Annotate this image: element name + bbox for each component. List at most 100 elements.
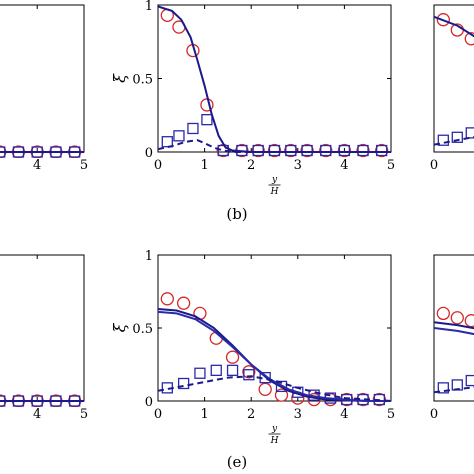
- x-axis-label-numerator: y: [271, 175, 278, 185]
- data-point-square: [437, 134, 449, 146]
- plot-frame: [157, 254, 392, 402]
- x-tick-label: 5: [387, 407, 395, 422]
- series-line-3: [434, 136, 474, 146]
- data-point-square: [194, 367, 206, 379]
- panel-c: 0: [430, 4, 474, 173]
- data-point-circle: [436, 306, 450, 321]
- data-point-circle: [319, 143, 333, 158]
- data-point-square: [465, 374, 474, 387]
- x-tick-label: 1: [200, 158, 208, 173]
- data-point-circle: [356, 143, 370, 158]
- data-point-circle: [242, 365, 256, 379]
- y-tick-label: 0: [145, 146, 153, 161]
- data-point-circle: [284, 143, 298, 158]
- x-tick-label: 5: [80, 407, 88, 422]
- panel-f: 0: [430, 254, 474, 422]
- data-point-square: [243, 369, 255, 381]
- x-tick-label: 4: [33, 158, 41, 173]
- data-point-circle: [160, 292, 174, 306]
- data-point-square: [226, 364, 239, 376]
- plot-frame: [433, 4, 474, 153]
- data-point-circle: [300, 143, 314, 158]
- series-line-2: [434, 15, 474, 38]
- x-tick-label: 2: [247, 158, 255, 173]
- data-point-circle: [372, 392, 387, 407]
- panel-d: 345: [0, 254, 88, 422]
- series-line-2: [158, 308, 391, 402]
- data-point-square: [161, 136, 173, 148]
- x-tick-label: 3: [294, 158, 302, 173]
- x-tick-label: 2: [247, 407, 255, 422]
- series-line-3: [158, 139, 391, 153]
- plot-frame: [0, 254, 85, 402]
- data-layer: [158, 5, 391, 158]
- data-point-square: [187, 122, 199, 135]
- panel-a: 345: [0, 4, 88, 173]
- data-point-circle: [274, 388, 289, 402]
- data-point-square: [301, 144, 313, 157]
- x-tick-label: 4: [33, 407, 41, 422]
- data-point-square: [252, 144, 264, 157]
- data-point-square: [437, 382, 449, 394]
- series-line-3: [434, 327, 474, 336]
- x-tick-label: 5: [387, 158, 395, 173]
- plot-frame: [0, 4, 85, 153]
- series-line-4: [434, 386, 474, 394]
- data-point-circle: [337, 143, 352, 158]
- x-tick-label: 4: [340, 158, 348, 173]
- x-tick-label: 0: [154, 407, 162, 422]
- data-point-circle: [225, 350, 240, 364]
- plot-frame: [157, 4, 392, 153]
- series-line-3: [158, 310, 391, 402]
- data-point-circle: [267, 143, 282, 158]
- y-tick-label: 0.5: [132, 73, 153, 88]
- data-point-circle: [258, 382, 272, 396]
- data-point-circle: [436, 13, 450, 27]
- data-point-square: [320, 144, 332, 157]
- x-axis-label-denominator: H: [270, 187, 279, 197]
- y-axis-label: ξ: [110, 73, 129, 83]
- x-tick-label: 5: [80, 158, 88, 173]
- x-tick-label: 0: [430, 158, 438, 173]
- panel-label: (b): [226, 205, 247, 223]
- y-tick-label: 1: [145, 0, 153, 14]
- data-point-square: [465, 127, 474, 139]
- data-point-square: [177, 377, 190, 390]
- data-point-square: [268, 144, 281, 157]
- data-point-square: [275, 380, 288, 393]
- y-axis-label: ξ: [110, 322, 129, 332]
- panel-e: 0 1 2 3 4 5 0 0.5 1 ξ yH (e): [110, 249, 395, 471]
- x-tick-label: 3: [294, 407, 302, 422]
- y-tick-label: 1: [145, 249, 153, 264]
- panel-label: (e): [227, 453, 248, 471]
- x-axis-label-denominator: H: [270, 436, 279, 446]
- data-layer: [0, 145, 84, 158]
- data-point-circle: [464, 32, 474, 46]
- y-tick-label: 0.5: [132, 322, 153, 337]
- data-point-circle: [464, 314, 474, 328]
- series-line-4: [158, 375, 392, 402]
- x-axis-label-numerator: y: [271, 424, 278, 434]
- data-layer: [434, 13, 474, 146]
- data-layer: [434, 306, 474, 394]
- y-tick-label: 0: [145, 395, 153, 410]
- data-point-circle: [375, 143, 389, 158]
- data-point-square: [285, 144, 297, 157]
- data-point-circle: [450, 311, 464, 325]
- series-line-2: [158, 5, 391, 153]
- data-point-square: [210, 364, 222, 376]
- data-point-square: [173, 130, 185, 142]
- data-point-square: [357, 144, 369, 157]
- data-layer: [0, 394, 84, 407]
- data-point-circle: [251, 143, 265, 158]
- data-point-square: [338, 144, 351, 157]
- x-tick-label: 0: [430, 407, 438, 422]
- data-point-square: [201, 114, 213, 126]
- data-point-square: [451, 131, 463, 143]
- data-point-square: [376, 144, 388, 157]
- series-line-2: [434, 321, 474, 330]
- x-tick-label: 1: [200, 407, 208, 422]
- panel-b: 0 1 2 3 4 5 0 0.5 1 ξ yH (b): [110, 0, 395, 223]
- data-layer: [158, 292, 392, 407]
